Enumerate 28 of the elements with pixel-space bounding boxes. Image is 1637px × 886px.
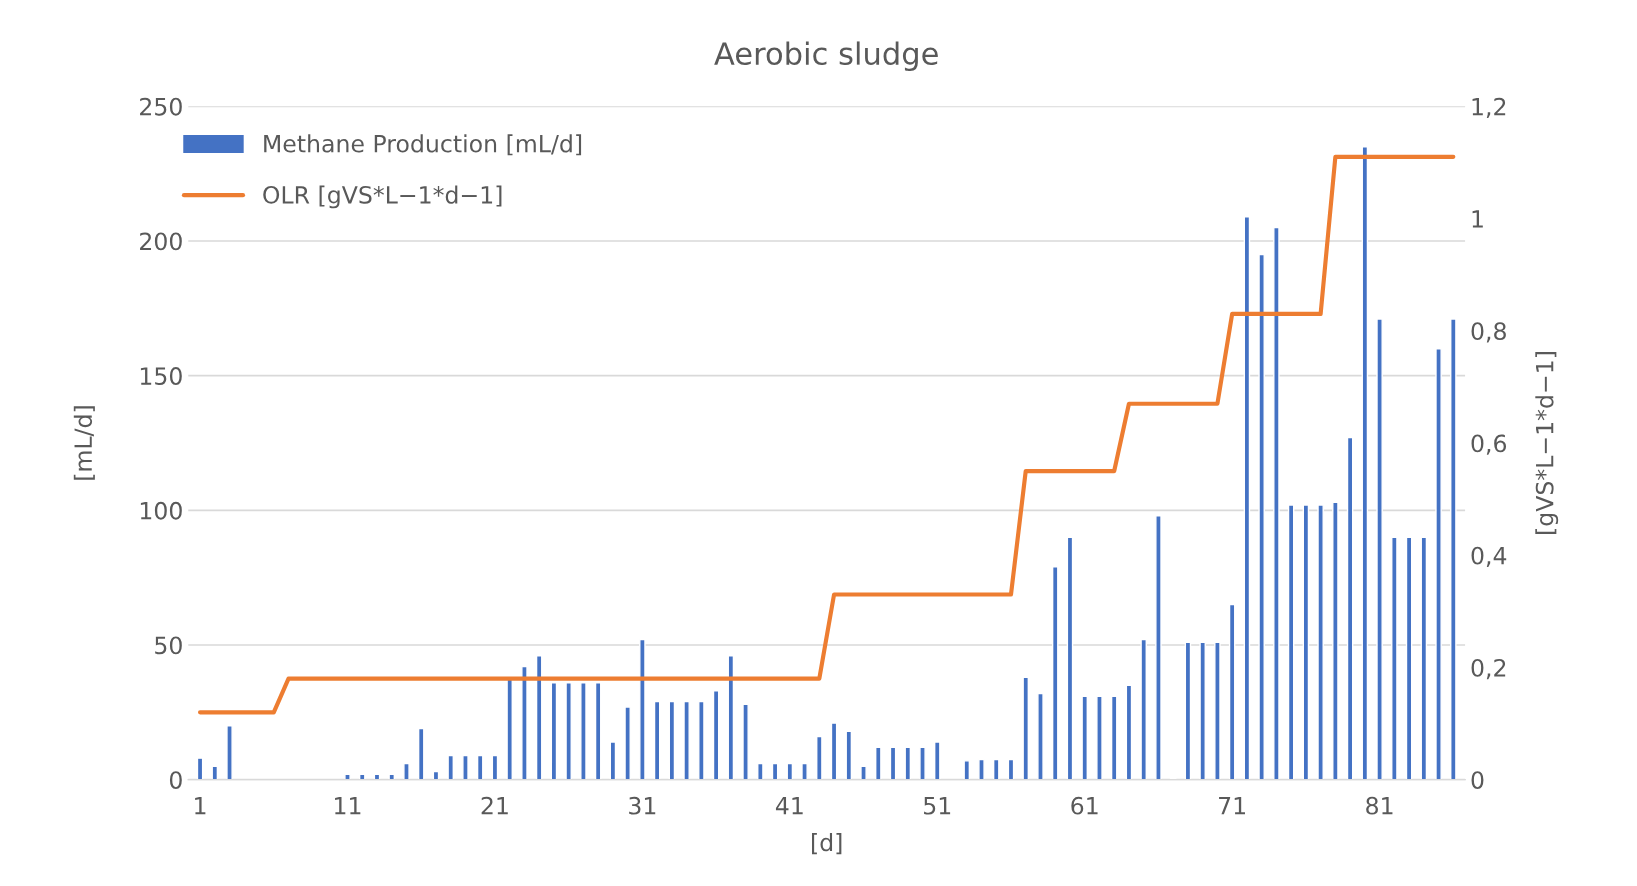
x-tick-label: 71 [1219, 797, 1245, 815]
legend-label: Methane Production [mL/d] [264, 134, 582, 156]
chart-title: Aerobic sludge [714, 41, 938, 72]
y2-axis-title: [gVS*L−1*d−1] [1535, 352, 1559, 534]
x-tick-label: 11 [335, 797, 361, 815]
legend-label: OLR [gVS*L−1*d−1] [263, 185, 502, 209]
y-tick-label: 150 [140, 367, 182, 385]
y2-tick-label: 0,6 [1471, 434, 1507, 455]
y2-tick-label: 0,2 [1471, 658, 1506, 680]
y-tick-label: 0 [169, 771, 182, 789]
y2-tick-label: 0 [1471, 771, 1484, 789]
y2-tick-label: 1 [1472, 210, 1483, 228]
y-tick-label: 200 [140, 232, 182, 251]
x-tick-label: 61 [1071, 796, 1098, 815]
y-tick-label: 50 [155, 636, 182, 655]
x-tick-label: 21 [481, 796, 508, 815]
y2-tick-label: 0,8 [1471, 322, 1506, 343]
x-tick-label: 51 [924, 797, 951, 815]
x-tick-label: 81 [1366, 796, 1393, 815]
x-axis-title: [d] [812, 833, 842, 855]
y2-tick-label: 1,2 [1472, 97, 1506, 119]
y-axis-title: [mL/d] [73, 406, 95, 480]
y2-tick-label: 0,4 [1471, 546, 1507, 567]
x-tick-label: 31 [629, 796, 656, 815]
x-tick-label: 41 [775, 797, 803, 815]
y-tick-label: 250 [140, 97, 182, 116]
y-tick-label: 100 [140, 501, 182, 520]
x-tick-label: 1 [195, 797, 206, 815]
